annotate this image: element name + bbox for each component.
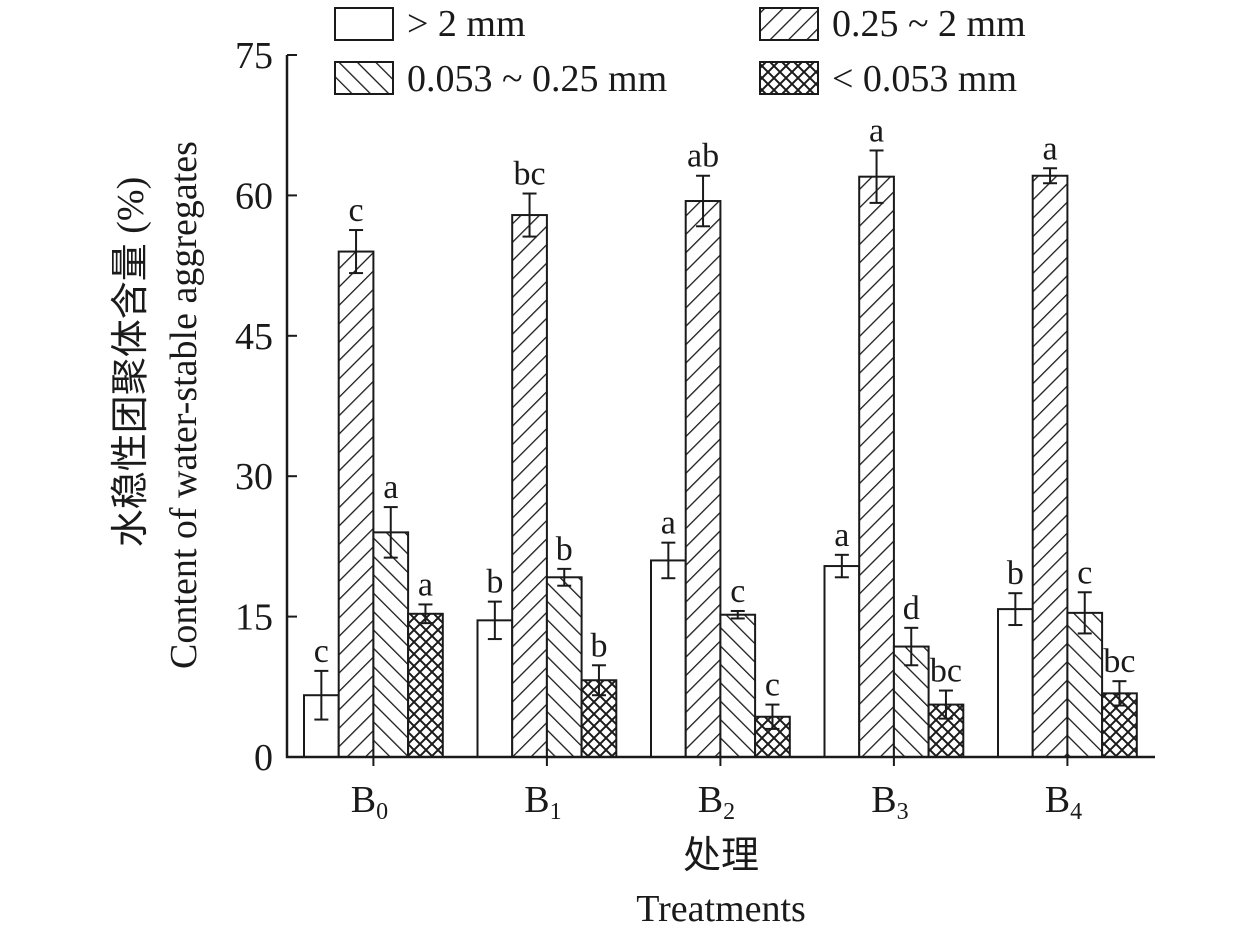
legend: > 2 mm 0.25 ~ 2 mm 0.053 ~ 0.25 mm < 0.0…: [334, 3, 1026, 100]
legend-swatch-3: [759, 61, 819, 95]
significance-letter-series0-cat3: a: [834, 517, 849, 554]
y-axis-title-zh: 水稳性团聚体含量 (%): [110, 177, 152, 547]
legend-label-0: > 2 mm: [407, 3, 526, 45]
significance-letter-series1-cat2: ab: [687, 138, 719, 175]
significance-letter-series3-cat0: a: [418, 566, 433, 603]
significance-letter-series2-cat1: b: [556, 531, 573, 568]
y-tick-label-1: 15: [235, 597, 273, 639]
bar-series2-cat2: [719, 613, 757, 759]
significance-letter-series0-cat2: a: [661, 505, 676, 542]
significance-letter-series2-cat3: d: [903, 590, 920, 627]
bar-series1-cat0: [337, 250, 375, 758]
bar-series3-cat0: [407, 612, 444, 758]
x-tick-label-3: B3: [871, 779, 908, 825]
significance-letter-series1-cat0: c: [349, 192, 364, 229]
bar-series1-cat1: [511, 214, 548, 758]
x-tick-label-4: B4: [1045, 779, 1082, 825]
x-tick-label-1: B1: [524, 779, 561, 825]
x-tick-label-2: B2: [698, 779, 735, 825]
significance-letter-series3-cat1: b: [590, 627, 607, 664]
bar-series0-cat3: [823, 565, 861, 759]
significance-letter-series3-cat2: c: [765, 667, 780, 704]
bar-series1-cat3: [858, 175, 895, 758]
legend-label-3: < 0.053 mm: [832, 58, 1017, 100]
bar-series2-cat4: [1066, 611, 1104, 759]
significance-letter-series2-cat2: c: [730, 573, 745, 610]
significance-letter-series0-cat1: b: [486, 564, 503, 601]
significance-letter-series3-cat4: bc: [1103, 643, 1135, 680]
y-tick-label-5: 75: [235, 35, 273, 77]
y-tick-label-4: 60: [235, 175, 273, 217]
x-axis-title-en: Treatments: [636, 888, 806, 930]
x-tick-label-0: B0: [351, 779, 388, 825]
significance-letter-series0-cat4: b: [1007, 555, 1024, 592]
legend-swatch-0: [334, 7, 394, 41]
bar-series3-cat1: [580, 679, 618, 758]
y-tick-label-3: 45: [235, 316, 273, 358]
legend-label-2: 0.053 ~ 0.25 mm: [407, 58, 667, 100]
bar-series1-cat2: [684, 200, 722, 759]
significance-letter-series1-cat1: bc: [514, 156, 546, 193]
legend-label-1: 0.25 ~ 2 mm: [832, 3, 1026, 45]
bar-series2-cat1: [545, 576, 583, 759]
x-axis-title-zh: 处理: [683, 835, 759, 877]
significance-letter-series0-cat0: c: [314, 633, 329, 670]
bar-series2-cat0: [372, 531, 410, 758]
bar-series0-cat2: [650, 559, 687, 758]
significance-letter-series2-cat4: c: [1077, 554, 1092, 591]
bar-series0-cat4: [997, 608, 1034, 758]
bar-series1-cat4: [1031, 174, 1069, 758]
y-tick-label-2: 30: [235, 456, 273, 498]
significance-letter-series2-cat0: a: [383, 469, 398, 506]
significance-letter-series1-cat4: a: [1043, 130, 1058, 167]
legend-swatch-2: [334, 61, 394, 95]
bar-series0-cat1: [476, 619, 514, 758]
legend-swatch-1: [759, 7, 819, 41]
y-axis-title-en: Content of water-stable aggregates: [163, 141, 205, 669]
significance-letter-series3-cat3: bc: [930, 653, 962, 690]
significance-letter-series1-cat3: a: [869, 112, 884, 149]
y-tick-label-0: 0: [254, 737, 273, 779]
